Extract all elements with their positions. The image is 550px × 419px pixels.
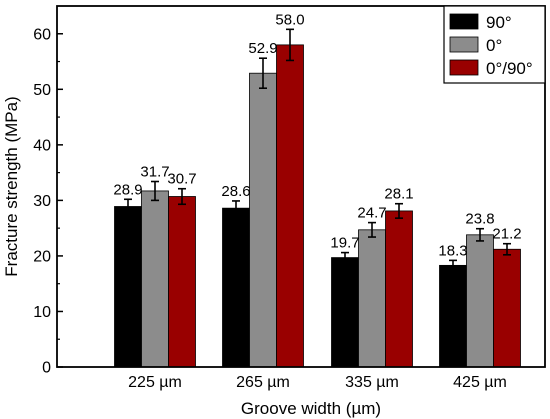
x-tick-label: 225 µm — [128, 374, 182, 391]
bar — [358, 229, 386, 368]
data-labels-layer: 28.9 28.6 19.7 18.3 31.7 52.9 24.7 23.8 30.7 58.0… — [113, 11, 521, 259]
data-label: 31.7 — [140, 164, 169, 181]
y-tick-label: 0 — [42, 360, 51, 377]
bar — [276, 44, 304, 368]
bar — [493, 248, 521, 368]
y-axis-title: Fracture strength (MPa) — [2, 96, 21, 276]
data-label: 30.7 — [167, 171, 196, 188]
bar — [222, 207, 250, 368]
y-tick-label: 20 — [33, 248, 51, 265]
data-label: 28.1 — [384, 186, 413, 203]
legend-label: 0°/90° — [486, 59, 533, 78]
x-tick-label: 265 µm — [236, 374, 290, 391]
bar — [114, 206, 142, 368]
legend-swatch — [449, 36, 479, 53]
plot-frame — [56, 5, 546, 368]
y-tick-label: 40 — [33, 137, 51, 154]
legend-label: 0° — [486, 36, 502, 55]
legend-swatch — [449, 59, 479, 76]
bar — [168, 196, 196, 368]
error-bars-layer — [124, 28, 511, 272]
data-label: 24.7 — [357, 205, 386, 222]
bars-layer — [114, 44, 521, 368]
x-axis-title: Groove width (µm) — [241, 399, 381, 418]
data-label: 21.2 — [492, 226, 521, 243]
bar — [141, 190, 169, 368]
data-label: 23.8 — [465, 211, 494, 228]
data-label: 52.9 — [248, 40, 277, 57]
y-tick-label: 30 — [33, 193, 51, 210]
bar — [385, 210, 413, 368]
data-label: 19.7 — [330, 235, 359, 252]
data-label: 18.3 — [438, 242, 467, 259]
y-tick-label: 50 — [33, 82, 51, 99]
data-label: 28.9 — [113, 181, 142, 198]
bar — [466, 234, 494, 368]
bar — [249, 72, 277, 368]
y-tick-label: 10 — [33, 304, 51, 321]
axes-layer: 0 10 20 30 40 50 60 225 µm 265 µm 335 µm 425 µm — [33, 26, 507, 391]
data-label: 28.6 — [221, 183, 250, 200]
legend-swatch — [449, 13, 479, 30]
x-tick-label: 425 µm — [453, 374, 507, 391]
bar — [331, 257, 359, 368]
bar — [439, 264, 467, 368]
legend: 90° 0° 0°/90° — [443, 5, 546, 84]
legend-label: 90° — [486, 13, 512, 32]
data-label: 58.0 — [275, 11, 304, 28]
x-tick-label: 335 µm — [345, 374, 399, 391]
y-tick-label: 60 — [33, 26, 51, 43]
